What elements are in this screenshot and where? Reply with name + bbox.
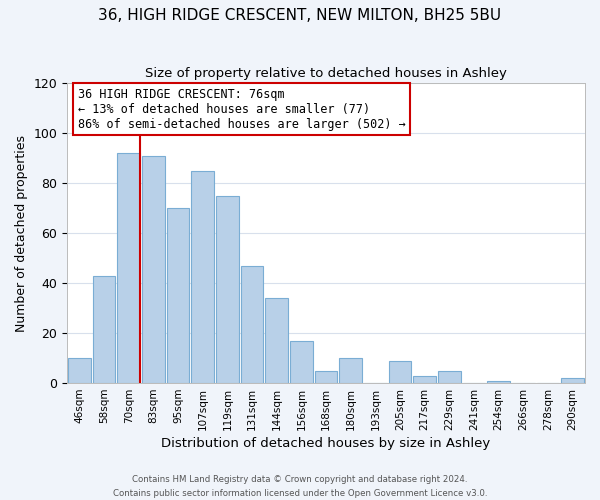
Bar xyxy=(241,266,263,383)
Bar xyxy=(340,358,362,383)
Bar xyxy=(438,370,461,383)
Y-axis label: Number of detached properties: Number of detached properties xyxy=(15,134,28,332)
Bar xyxy=(68,358,91,383)
Text: 36, HIGH RIDGE CRESCENT, NEW MILTON, BH25 5BU: 36, HIGH RIDGE CRESCENT, NEW MILTON, BH2… xyxy=(98,8,502,22)
Bar xyxy=(389,360,412,383)
X-axis label: Distribution of detached houses by size in Ashley: Distribution of detached houses by size … xyxy=(161,437,491,450)
Bar xyxy=(562,378,584,383)
Bar xyxy=(413,376,436,383)
Text: 36 HIGH RIDGE CRESCENT: 76sqm
← 13% of detached houses are smaller (77)
86% of s: 36 HIGH RIDGE CRESCENT: 76sqm ← 13% of d… xyxy=(77,88,405,130)
Bar xyxy=(93,276,115,383)
Text: Contains HM Land Registry data © Crown copyright and database right 2024.
Contai: Contains HM Land Registry data © Crown c… xyxy=(113,476,487,498)
Bar xyxy=(167,208,190,383)
Bar xyxy=(315,370,337,383)
Bar xyxy=(191,170,214,383)
Bar xyxy=(487,380,510,383)
Bar xyxy=(290,340,313,383)
Bar xyxy=(265,298,288,383)
Bar xyxy=(118,153,140,383)
Bar xyxy=(216,196,239,383)
Bar xyxy=(142,156,165,383)
Title: Size of property relative to detached houses in Ashley: Size of property relative to detached ho… xyxy=(145,68,507,80)
